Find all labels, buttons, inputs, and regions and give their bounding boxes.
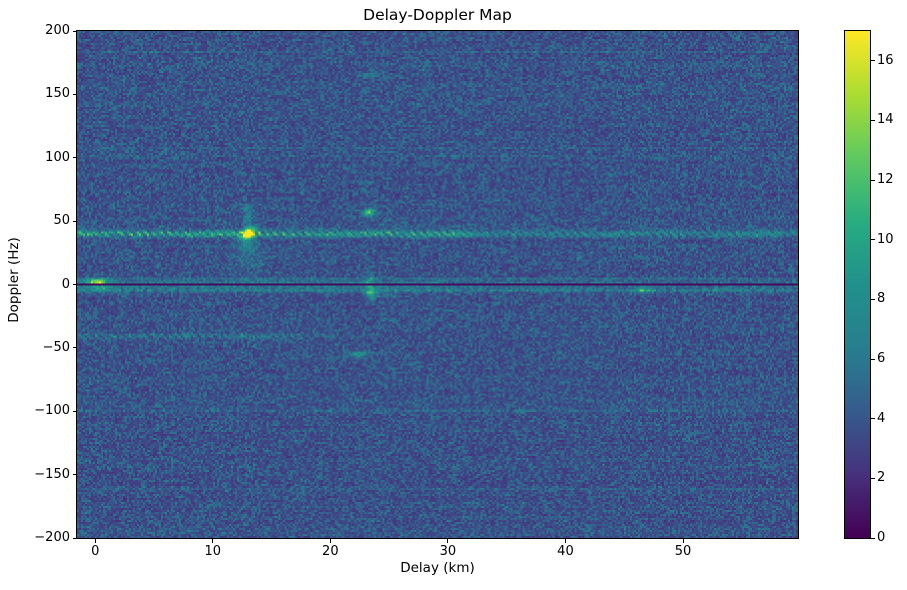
y-tick-label: 100 [45,149,70,165]
y-tick-mark [72,410,76,412]
colorbar-tick-mark [871,239,875,241]
y-tick-mark [72,220,76,222]
x-tick-label: 10 [204,544,222,559]
colorbar-tick-label: 0 [877,530,886,545]
y-tick-mark [72,30,76,32]
colorbar-tick-mark [871,418,875,420]
heatmap-canvas [77,31,798,538]
y-tick-label: 200 [45,23,70,38]
colorbar-tick-label: 12 [877,172,894,188]
colorbar-tick-mark [871,119,875,121]
x-tick-mark [212,539,214,543]
x-tick-mark [564,539,566,543]
x-tick-mark [682,539,684,543]
x-tick-label: 50 [674,544,692,559]
colorbar-tick-label: 8 [877,291,886,307]
colorbar-tick-label: 2 [877,470,886,486]
chart-title: Delay-Doppler Map [363,6,512,24]
y-tick-label: 50 [53,213,70,229]
x-axis-label: Delay (km) [400,560,475,576]
x-tick-label: 40 [557,544,574,559]
colorbar-tick-mark [871,60,875,62]
colorbar-tick-label: 4 [877,410,886,426]
x-tick-mark [447,539,449,543]
colorbar-tick-mark [871,358,875,360]
y-tick-label: 0 [61,276,70,292]
colorbar-tick-label: 14 [877,112,894,128]
colorbar-canvas [845,31,870,538]
y-tick-mark [72,537,76,539]
colorbar-tick-mark [871,298,875,300]
y-tick-mark [72,284,76,285]
y-axis-label: Doppler (Hz) [6,237,22,323]
y-tick-mark [72,347,76,349]
x-tick-label: 20 [322,544,339,559]
colorbar-tick-mark [871,537,875,539]
colorbar-tick-label: 6 [877,351,886,367]
x-tick-mark [94,539,96,543]
x-tick-mark [329,539,331,543]
x-tick-label: 0 [91,544,100,559]
x-tick-label: 30 [439,544,457,559]
y-tick-label: 150 [45,86,70,102]
colorbar-tick-mark [871,179,875,181]
y-tick-label: −50 [42,339,70,355]
y-tick-mark [72,474,76,476]
y-tick-label: −100 [34,403,70,419]
y-tick-label: −200 [34,530,70,545]
colorbar-tick-mark [871,477,875,479]
colorbar-tick-label: 10 [877,231,894,247]
y-tick-mark [72,157,76,159]
y-tick-mark [72,93,76,95]
y-tick-label: −150 [34,466,70,482]
colorbar-tick-label: 16 [877,52,894,68]
